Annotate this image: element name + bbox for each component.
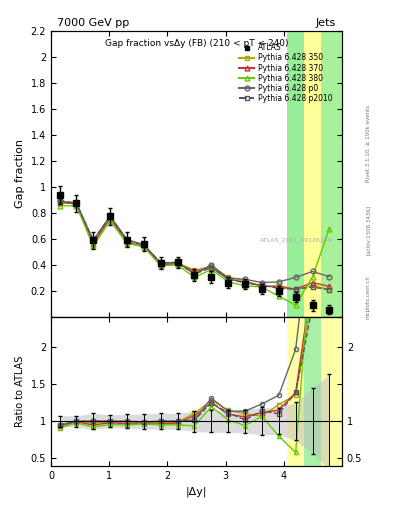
- X-axis label: |Δy|: |Δy|: [186, 486, 207, 497]
- Y-axis label: Ratio to ATLAS: Ratio to ATLAS: [15, 356, 25, 427]
- Text: Gap fraction vsΔy (FB) (210 < pT < 240): Gap fraction vsΔy (FB) (210 < pT < 240): [105, 39, 288, 48]
- Y-axis label: Gap fraction: Gap fraction: [15, 139, 25, 208]
- Text: Jets: Jets: [316, 18, 336, 28]
- Text: Rivet 3.1.10, ≥ 100k events: Rivet 3.1.10, ≥ 100k events: [365, 105, 371, 182]
- Text: [arXiv:1306.3436]: [arXiv:1306.3436]: [365, 205, 371, 255]
- Text: ATLAS_2011_S9126244: ATLAS_2011_S9126244: [260, 237, 333, 243]
- Text: 7000 GeV pp: 7000 GeV pp: [57, 18, 129, 28]
- Legend: ATLAS, Pythia 6.428 350, Pythia 6.428 370, Pythia 6.428 380, Pythia 6.428 p0, Py: ATLAS, Pythia 6.428 350, Pythia 6.428 37…: [236, 40, 335, 106]
- Text: mcplots.cern.ch: mcplots.cern.ch: [365, 275, 371, 319]
